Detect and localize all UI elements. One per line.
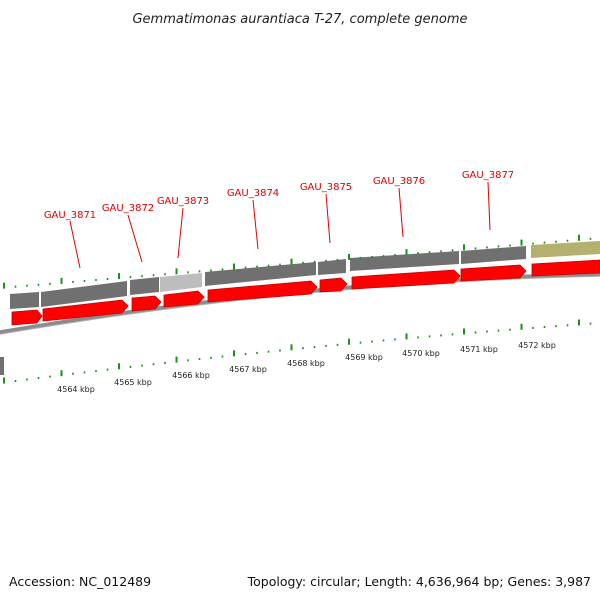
kbp-label: 4564 kbp bbox=[57, 385, 95, 394]
kbp-label: 4566 kbp bbox=[172, 371, 210, 380]
gene-leader-line bbox=[252, 199, 259, 250]
feature-block bbox=[10, 292, 39, 309]
feature-block bbox=[205, 262, 316, 286]
gene-label[interactable]: GAU_3874 bbox=[227, 188, 279, 199]
gene-track bbox=[11, 259, 600, 326]
map-title: Gemmatimonas aurantiaca T-27, complete g… bbox=[132, 12, 467, 27]
gene-labels: GAU_3871 GAU_3872 GAU_3873 GAU_3874 GAU_… bbox=[44, 170, 514, 269]
gene-arrow[interactable] bbox=[163, 290, 205, 308]
kbp-label: 4572 kbp bbox=[518, 341, 556, 350]
kbp-labels: 4564 kbp 4565 kbp 4566 kbp 4567 kbp 4568… bbox=[57, 341, 556, 394]
kbp-label: 4565 kbp bbox=[114, 378, 152, 387]
gene-leader-line bbox=[127, 214, 143, 263]
gene-label[interactable]: GAU_3877 bbox=[462, 170, 514, 181]
feature-block bbox=[41, 281, 127, 307]
upper-tick-row bbox=[3, 234, 592, 289]
gene-arrow[interactable] bbox=[531, 259, 600, 277]
gene-arrow[interactable] bbox=[207, 280, 318, 303]
kbp-label: 4567 kbp bbox=[229, 365, 267, 374]
gene-leader-line bbox=[69, 220, 81, 269]
gene-arrow[interactable] bbox=[319, 277, 348, 293]
gene-label[interactable]: GAU_3871 bbox=[44, 210, 96, 221]
feature-block bbox=[130, 277, 159, 295]
kbp-label: 4570 kbp bbox=[402, 349, 440, 358]
feature-block bbox=[318, 259, 346, 275]
accession-text: Accession: NC_012489 bbox=[9, 574, 151, 589]
gene-label[interactable]: GAU_3872 bbox=[102, 203, 154, 214]
feature-block bbox=[160, 273, 202, 292]
feature-stub-left bbox=[0, 357, 4, 375]
gene-label[interactable]: GAU_3876 bbox=[373, 176, 425, 187]
gene-leader-line bbox=[487, 181, 491, 231]
gene-arrow[interactable] bbox=[11, 309, 43, 326]
kbp-label: 4571 kbp bbox=[460, 345, 498, 354]
feature-block bbox=[461, 246, 526, 264]
gene-leader-line bbox=[325, 193, 331, 244]
gene-leader-line bbox=[398, 187, 404, 238]
gene-arrow[interactable] bbox=[42, 299, 129, 322]
gene-arrow[interactable] bbox=[351, 269, 461, 290]
feature-block bbox=[531, 241, 600, 258]
gene-leader-line bbox=[177, 207, 184, 259]
gene-label[interactable]: GAU_3875 bbox=[300, 182, 352, 193]
gene-label[interactable]: GAU_3873 bbox=[157, 196, 209, 207]
gene-arrow[interactable] bbox=[460, 264, 527, 282]
lower-tick-row bbox=[3, 319, 592, 384]
kbp-label: 4568 kbp bbox=[287, 359, 325, 368]
feature-block bbox=[350, 251, 459, 271]
genome-summary-text: Topology: circular; Length: 4,636,964 bp… bbox=[247, 574, 591, 589]
feature-track bbox=[10, 241, 600, 309]
gene-arrow[interactable] bbox=[131, 295, 162, 312]
kbp-label: 4569 kbp bbox=[345, 353, 383, 362]
